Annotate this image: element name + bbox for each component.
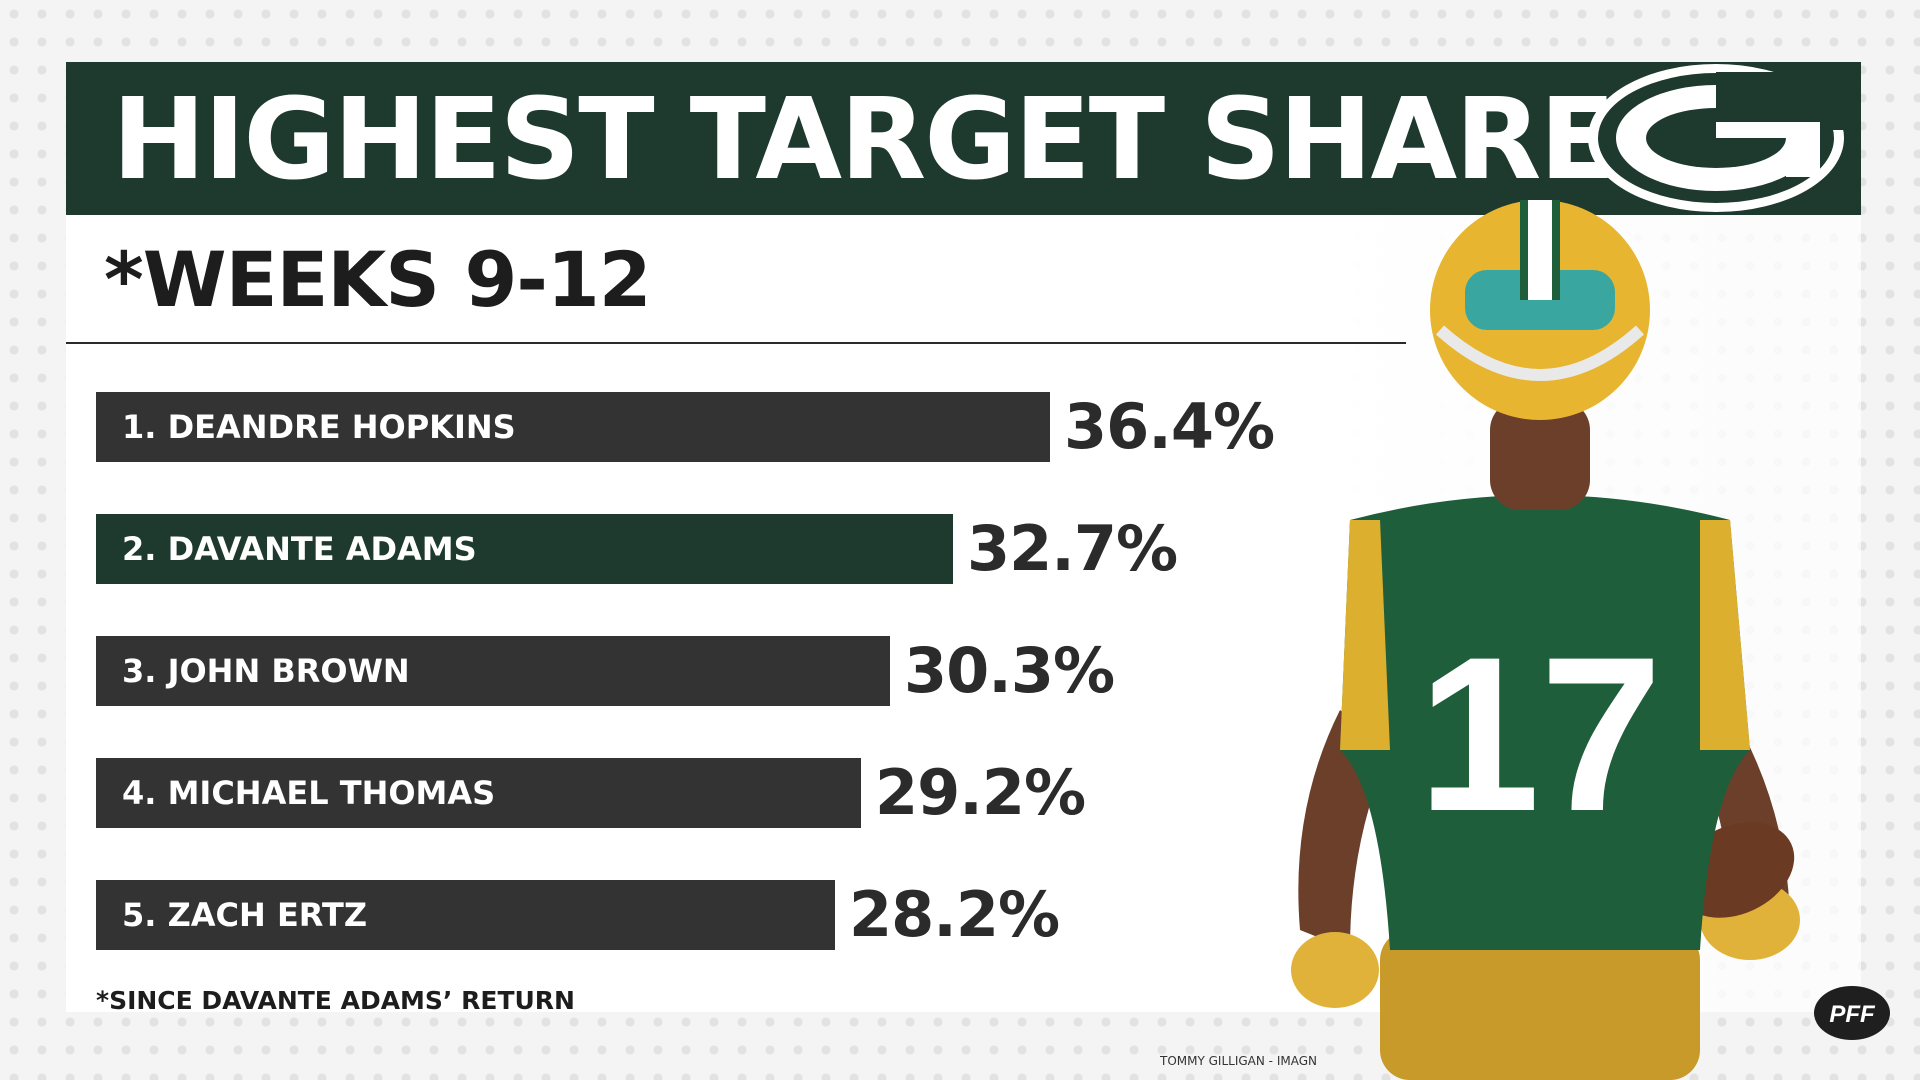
player-photo: 17 — [1291, 200, 1800, 1080]
value-label: 30.3% — [904, 634, 1115, 707]
bar: 4. MICHAEL THOMAS — [96, 758, 861, 828]
svg-text:17: 17 — [1418, 611, 1663, 857]
divider-rule — [66, 342, 1406, 344]
value-label: 32.7% — [967, 512, 1178, 585]
bar: 1. DEANDRE HOPKINS — [96, 392, 1050, 462]
green-bay-g-logo-icon — [1588, 64, 1846, 212]
value-label: 36.4% — [1064, 390, 1275, 463]
svg-text:PFF: PFF — [1829, 1001, 1876, 1028]
bar: 5. ZACH ERTZ — [96, 880, 835, 950]
value-label: 29.2% — [875, 756, 1086, 829]
pff-logo-icon: PFF — [1814, 986, 1890, 1040]
bar: 2. DAVANTE ADAMS — [96, 514, 953, 584]
footnote: *SINCE DAVANTE ADAMS’ RETURN — [96, 986, 575, 1015]
title-band — [66, 62, 1861, 215]
chart-title: HIGHEST TARGET SHARE — [112, 75, 1616, 205]
photo-credit: TOMMY GILLIGAN - IMAGN — [1160, 1054, 1317, 1068]
chart-subtitle: *WEEKS 9-12 — [104, 235, 652, 324]
value-label: 28.2% — [849, 878, 1060, 951]
bar: 3. JOHN BROWN — [96, 636, 890, 706]
